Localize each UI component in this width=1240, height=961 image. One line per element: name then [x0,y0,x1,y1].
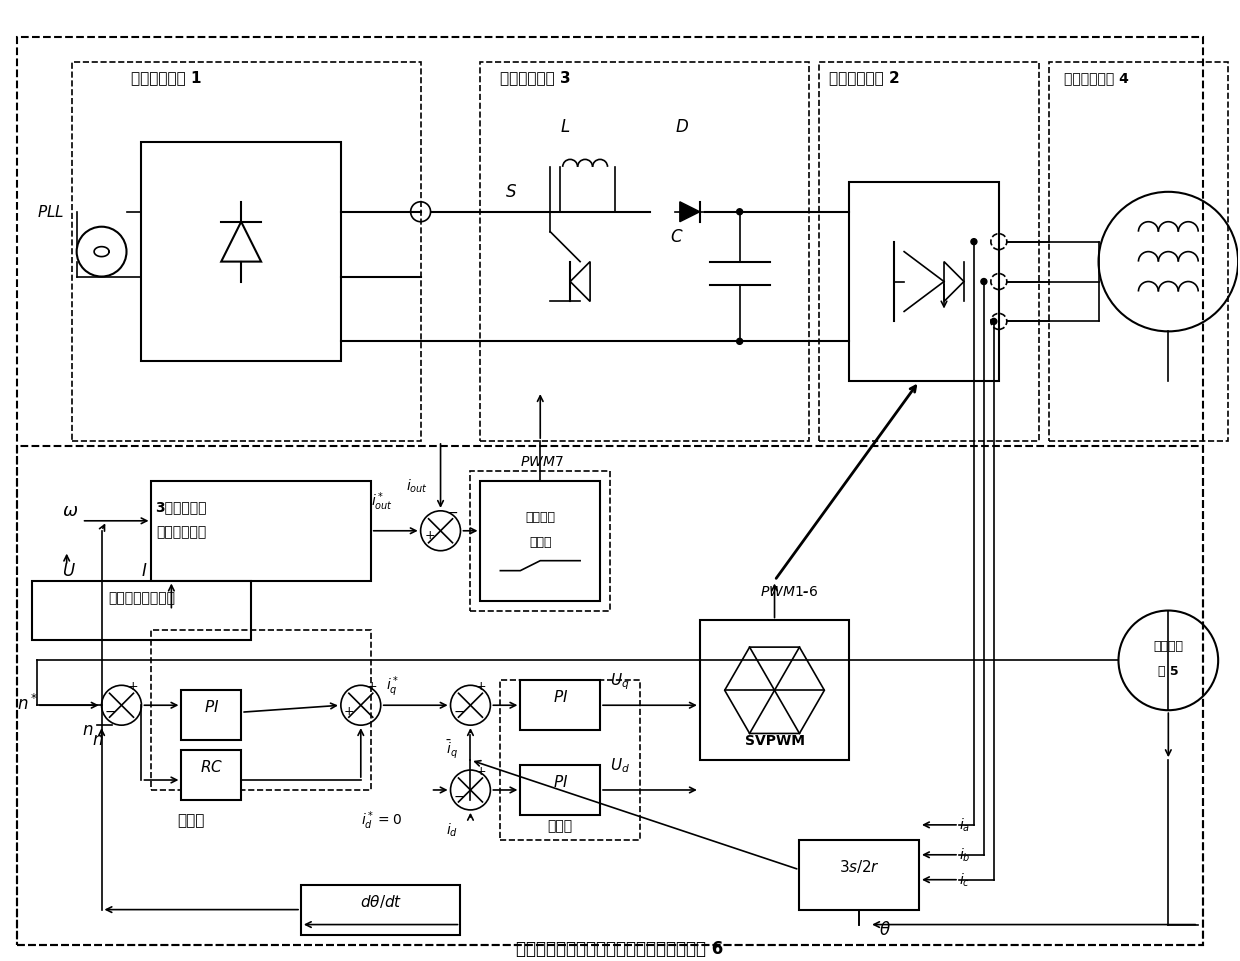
Text: $-$: $-$ [445,505,458,519]
FancyBboxPatch shape [181,690,241,740]
Text: $i_{out}^*$: $i_{out}^*$ [371,490,393,513]
FancyBboxPatch shape [480,480,600,601]
Text: SVPWM: SVPWM [744,734,805,748]
Text: $PWM1$-$6$: $PWM1$-$6$ [760,584,818,599]
Text: $-$: $-$ [104,704,115,718]
Text: $i_d^*=0$: $i_d^*=0$ [361,809,402,832]
Text: $U_q$: $U_q$ [610,672,630,692]
Text: $\theta$: $\theta$ [879,921,892,939]
Text: 电流环: 电流环 [548,819,573,833]
FancyBboxPatch shape [151,480,371,580]
Text: $+$: $+$ [366,680,377,693]
FancyBboxPatch shape [301,885,460,934]
Text: 永磁同步电机 4: 永磁同步电机 4 [1064,71,1128,86]
Text: $U$: $U$ [62,561,76,579]
FancyBboxPatch shape [521,765,600,815]
Text: $PLL$: $PLL$ [37,204,64,220]
Polygon shape [680,202,699,222]
Circle shape [737,209,743,214]
Text: $i_a$: $i_a$ [959,817,970,834]
Text: $+$: $+$ [424,529,435,542]
Text: $\bar{i}_q$: $\bar{i}_q$ [445,739,458,761]
Text: $n$: $n$ [82,721,93,739]
Text: $+$: $+$ [126,680,138,693]
Text: $n$: $n$ [92,731,103,750]
Text: $RC$: $RC$ [200,759,223,775]
Text: $-$: $-$ [453,789,465,803]
Text: 三相逆变电路 2: 三相逆变电路 2 [830,70,900,86]
Text: $\omega$: $\omega$ [62,502,78,520]
Circle shape [991,318,997,325]
Text: $-$: $-$ [453,704,465,718]
Text: 无电解电容电机驱动系统的永磁电机控制器 6: 无电解电容电机驱动系统的永磁电机控制器 6 [516,941,724,958]
Text: $C$: $C$ [670,228,683,246]
Text: $i_b$: $i_b$ [959,847,971,864]
Text: $+$: $+$ [342,705,355,718]
Circle shape [981,279,987,284]
Text: $S$: $S$ [506,183,517,201]
Text: 比较器: 比较器 [529,535,552,549]
Text: 转速环: 转速环 [177,813,205,827]
Text: 谐波注入电路 3: 谐波注入电路 3 [501,70,570,86]
Text: $d\theta/dt$: $d\theta/dt$ [360,893,402,910]
Text: $PI$: $PI$ [553,774,568,790]
Text: 光电编码: 光电编码 [1153,640,1183,653]
Text: $+$: $+$ [475,765,486,778]
FancyBboxPatch shape [800,840,919,910]
Text: 功率守恒算法模块: 功率守恒算法模块 [108,592,175,605]
Text: $PWM7$: $PWM7$ [521,455,564,469]
Text: $L$: $L$ [560,118,570,136]
Text: $+$: $+$ [475,680,486,693]
Text: $PI$: $PI$ [203,700,219,715]
Text: $3s/2r$: $3s/2r$ [838,858,880,875]
Text: $n^*$: $n^*$ [17,694,38,714]
Text: $PI$: $PI$ [553,689,568,705]
FancyBboxPatch shape [141,142,341,361]
Text: $I$: $I$ [141,561,148,579]
Text: $i_c$: $i_c$ [959,872,970,889]
Text: 单相整流电路 1: 单相整流电路 1 [131,70,202,86]
FancyBboxPatch shape [521,680,600,730]
Text: $i_d$: $i_d$ [445,822,458,839]
FancyBboxPatch shape [699,621,849,760]
Text: $U_d$: $U_d$ [610,756,630,775]
Circle shape [737,338,743,344]
Text: 3次电流谐波: 3次电流谐波 [155,500,207,514]
Text: 注入算法模块: 注入算法模块 [156,525,207,539]
Circle shape [971,238,977,245]
FancyBboxPatch shape [32,580,252,640]
FancyBboxPatch shape [181,751,241,800]
Text: 盘 5: 盘 5 [1158,665,1179,678]
Text: 电流滞环: 电流滞环 [526,511,556,524]
Text: $i_q^*$: $i_q^*$ [386,675,399,700]
Text: $i_{out}$: $i_{out}$ [405,478,428,495]
Text: $D$: $D$ [675,118,689,136]
FancyBboxPatch shape [849,182,999,382]
